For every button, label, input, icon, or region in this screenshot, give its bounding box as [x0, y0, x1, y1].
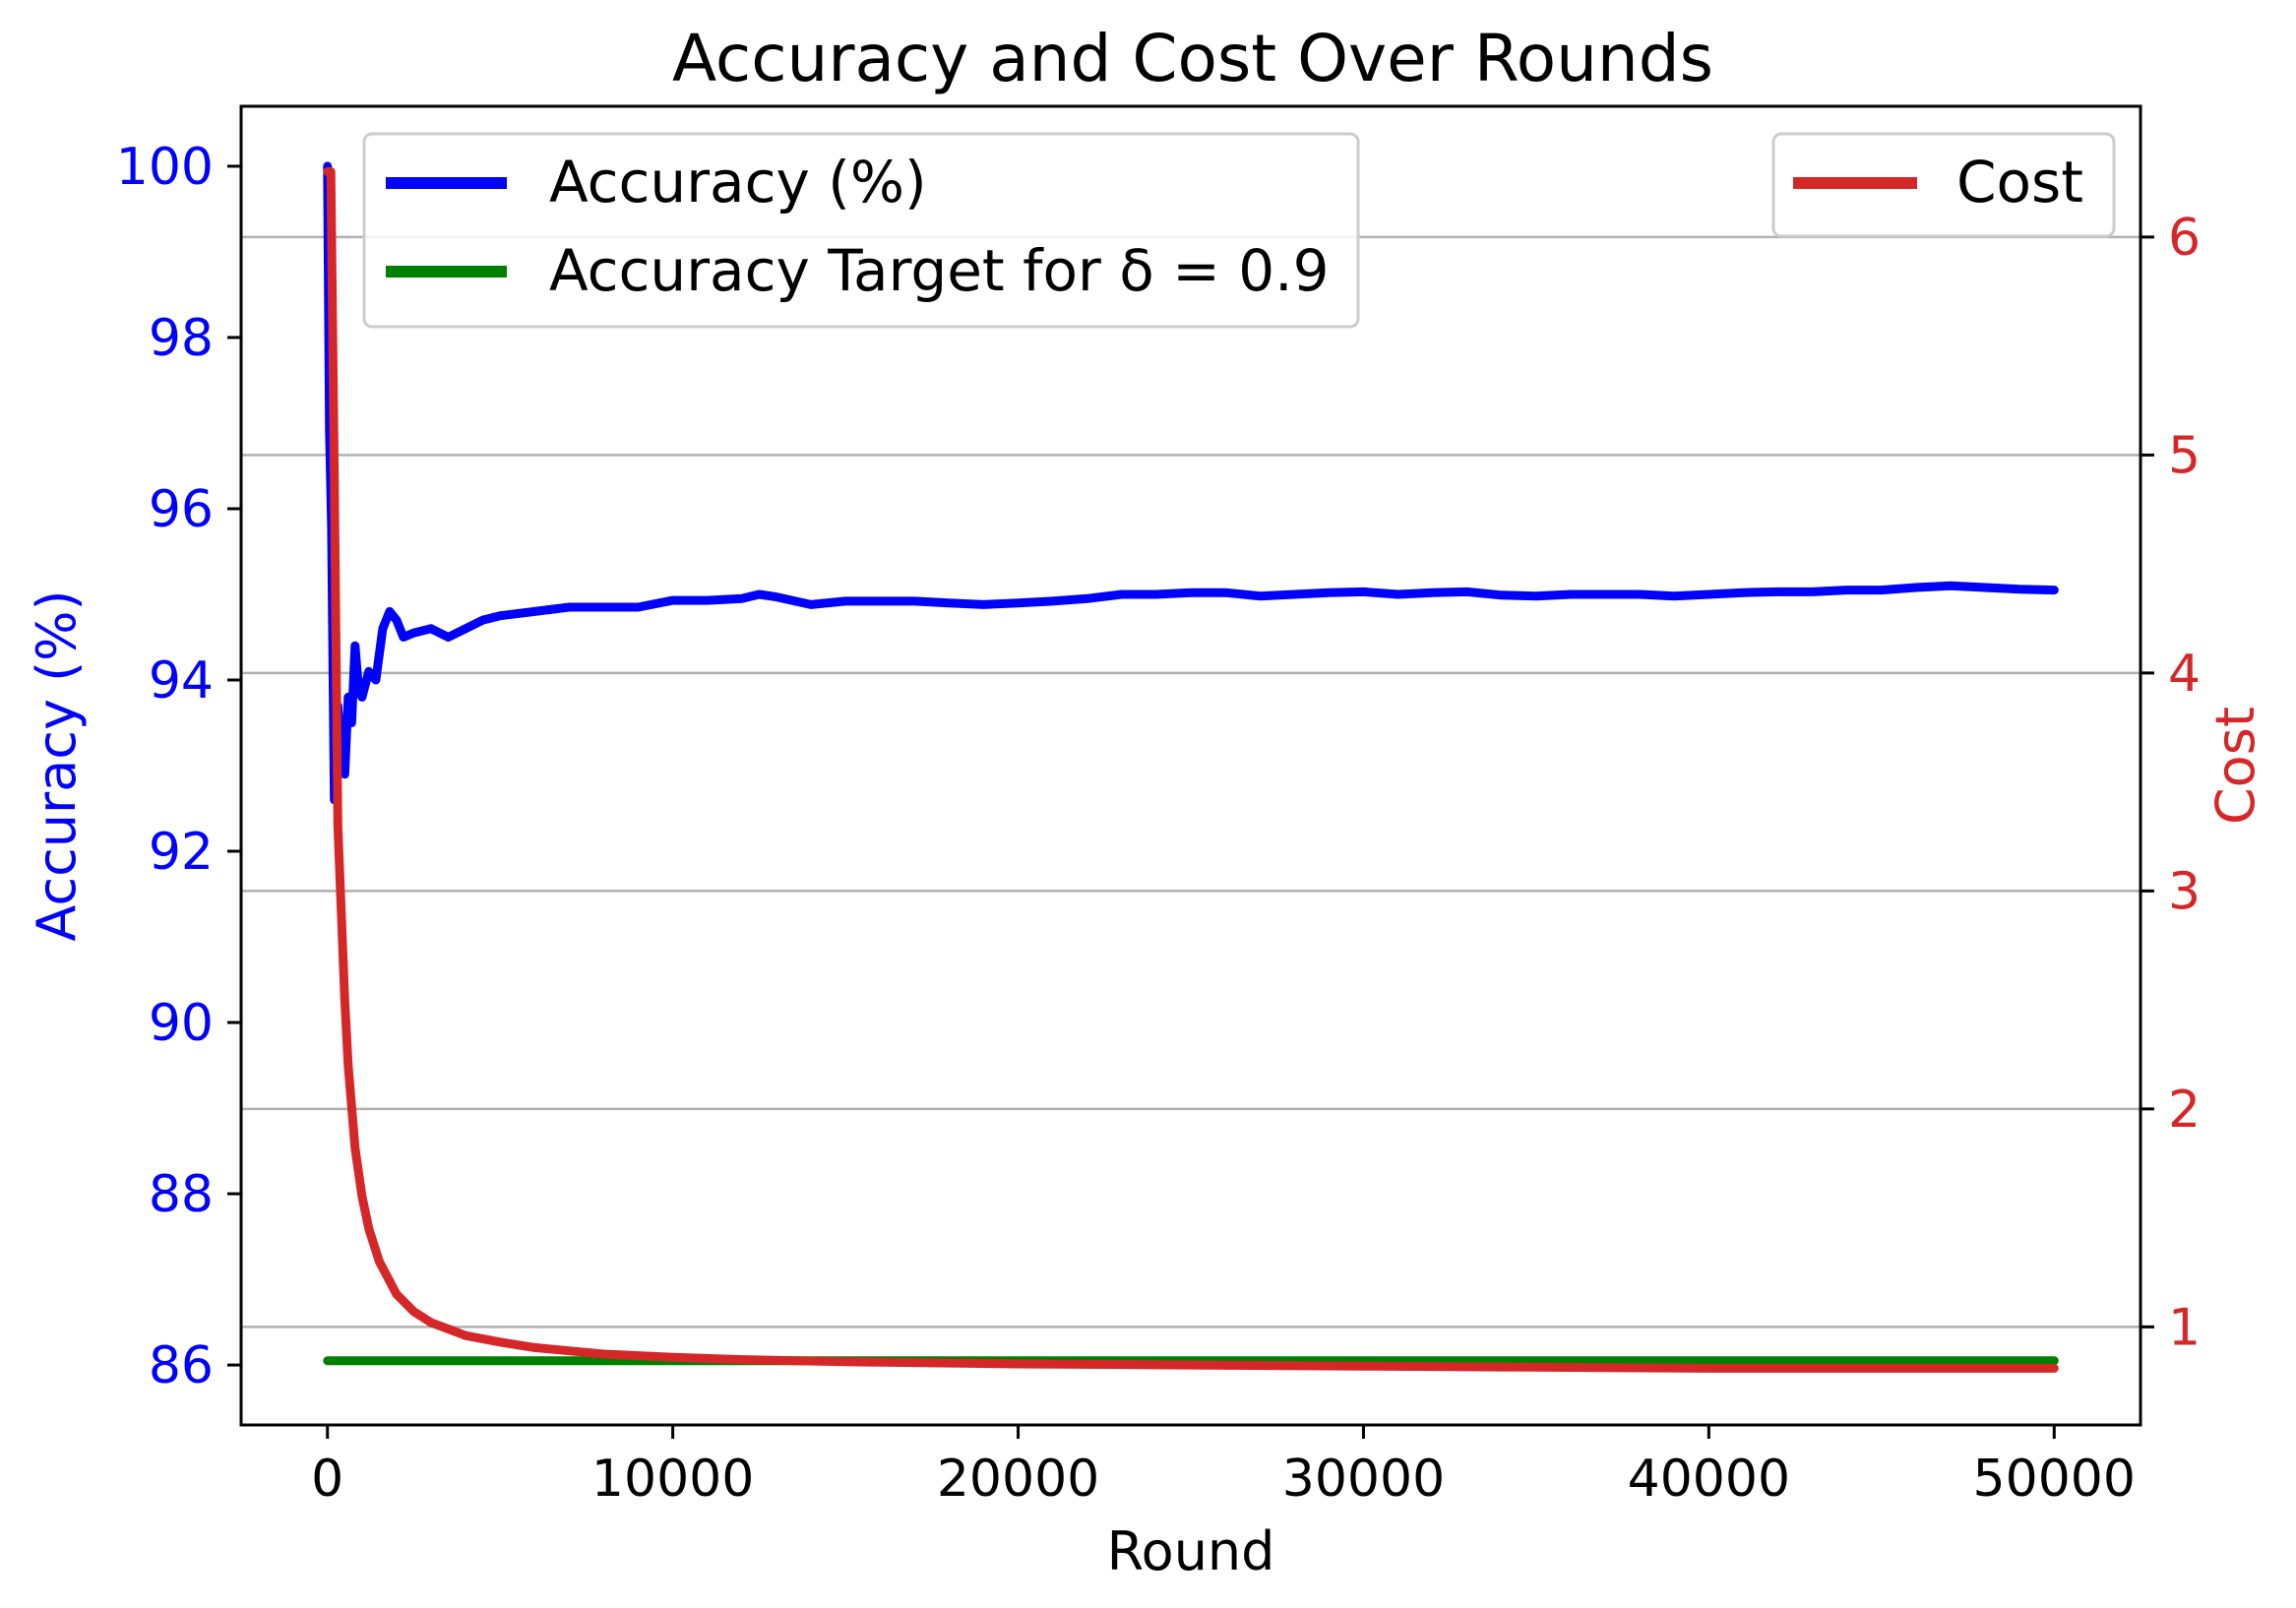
legend-cost-label: Cost	[1956, 149, 2083, 216]
right-y-tick-label: 5	[2168, 426, 2201, 485]
accuracy-line	[323, 161, 2059, 805]
left-y-tick-label: 88	[149, 1165, 214, 1224]
legend-left: Accuracy (%) Accuracy Target for δ = 0.9	[362, 132, 1360, 329]
left-y-axis: 86 88 90 92 94 96 98 100	[116, 138, 241, 1395]
plot-area-frame	[239, 104, 2142, 1427]
left-y-tick-label: 86	[149, 1336, 214, 1395]
left-y-tick-label: 100	[116, 138, 214, 197]
left-y-tick-label: 98	[149, 309, 214, 368]
x-axis: 0 10000 20000 30000 40000 50000	[311, 1425, 2136, 1509]
legend-left-box	[362, 132, 1360, 329]
cost-line	[323, 166, 2059, 1373]
legend-right-box	[1771, 132, 2116, 238]
left-y-tick-label: 90	[149, 994, 214, 1053]
legend-target-label: Accuracy Target for δ = 0.9	[549, 237, 1330, 304]
x-tick-label: 40000	[1628, 1450, 1790, 1509]
right-y-tick-label: 1	[2168, 1298, 2201, 1357]
right-y-tick-label: 2	[2168, 1081, 2201, 1140]
legend-accuracy-label: Accuracy (%)	[549, 149, 927, 216]
right-y-axis: 1 2 3 4 5 6	[2141, 209, 2201, 1357]
x-tick-label: 30000	[1282, 1450, 1445, 1509]
right-y-tick-label: 3	[2168, 862, 2201, 921]
chart-title: Accuracy and Cost Over Rounds	[672, 21, 1713, 96]
x-tick-label: 50000	[1973, 1450, 2136, 1509]
x-tick-label: 10000	[591, 1450, 754, 1509]
left-y-tick-label: 92	[149, 823, 214, 882]
right-y-axis-label: Cost	[2204, 707, 2266, 825]
legend-right: Cost	[1771, 132, 2116, 238]
left-y-axis-label: Accuracy (%)	[26, 589, 88, 941]
series-layer	[323, 161, 2059, 1373]
right-y-tick-label: 4	[2168, 645, 2201, 704]
left-y-tick-label: 94	[149, 651, 214, 711]
x-axis-label: Round	[1107, 1520, 1275, 1582]
right-y-tick-label: 6	[2168, 209, 2201, 268]
left-y-tick-label: 96	[149, 480, 214, 539]
x-tick-label: 20000	[937, 1450, 1099, 1509]
x-tick-label: 0	[311, 1450, 343, 1509]
